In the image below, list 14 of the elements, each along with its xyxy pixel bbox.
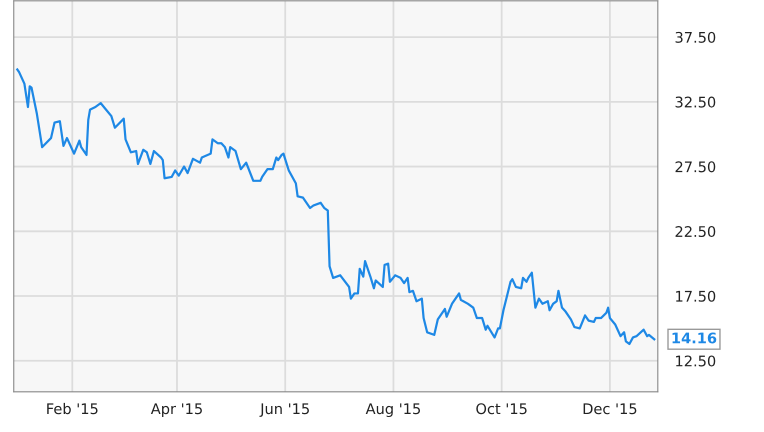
line-series: [16, 68, 656, 346]
y-tick-label: 27.50: [676, 161, 716, 172]
y-tick-label: 37.50: [676, 32, 716, 43]
x-tick-label: Oct '15: [476, 403, 527, 414]
annotation: 14.16: [672, 332, 716, 344]
y-tick-label: 22.50: [676, 226, 716, 238]
x-tick-label: Dec '15: [584, 403, 636, 414]
y-tick-label: 17.50: [676, 290, 716, 302]
x-tick-label: Aug '15: [366, 403, 420, 418]
y-tick-label: 12.50: [676, 355, 716, 366]
x-tick-label: Jun '15: [259, 403, 309, 417]
x-tick-label: Feb '15: [47, 402, 98, 414]
y-tick-label: 32.50: [676, 96, 716, 108]
x-tick-label: Apr '15: [150, 403, 202, 418]
